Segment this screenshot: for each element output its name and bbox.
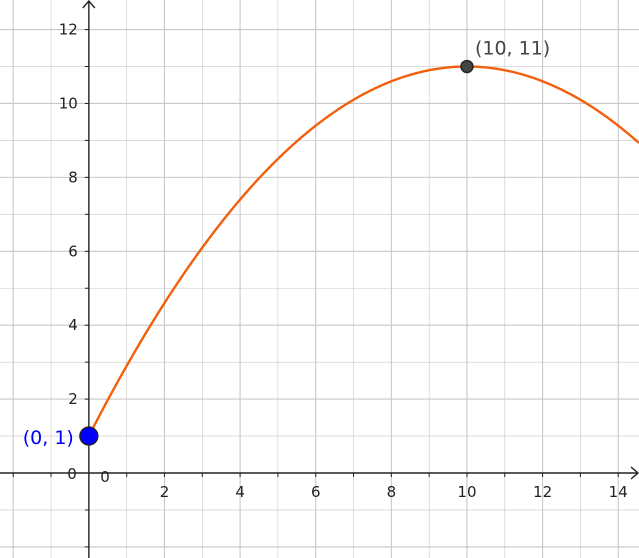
y-tick-label: 8	[68, 168, 78, 186]
x-tick-label: 8	[387, 483, 397, 501]
point-label: (0, 1)	[23, 427, 74, 449]
x-tick-label: 2	[160, 483, 170, 501]
x-axis-arrow-icon	[630, 466, 639, 480]
y-tick-label: 6	[68, 242, 78, 260]
tick-labels: 0 0 2 4 6 8 10 12 14 2 4 6 8 10 12	[59, 21, 628, 501]
y-tick-label: 12	[59, 21, 78, 39]
y-tick-label: 10	[59, 94, 78, 112]
point-marker	[79, 426, 99, 446]
x-tick-label: 12	[533, 483, 552, 501]
parabola-curve	[87, 65, 639, 437]
y-tick-label: 2	[68, 390, 78, 408]
point-marker	[460, 59, 474, 74]
points: (0, 1) (10, 11)	[23, 38, 550, 450]
point-label: (10, 11)	[475, 38, 550, 60]
x-tick-label: 4	[235, 483, 245, 501]
x-tick-label: 10	[457, 483, 476, 501]
x-tick-label: 6	[311, 483, 321, 501]
y-axis-arrow-icon	[82, 0, 96, 9]
y-tick-label: 4	[68, 316, 78, 334]
curve	[87, 65, 639, 437]
origin-y-label: 0	[67, 465, 77, 483]
origin-x-label: 0	[100, 468, 110, 486]
x-tick-label: 14	[609, 483, 628, 501]
